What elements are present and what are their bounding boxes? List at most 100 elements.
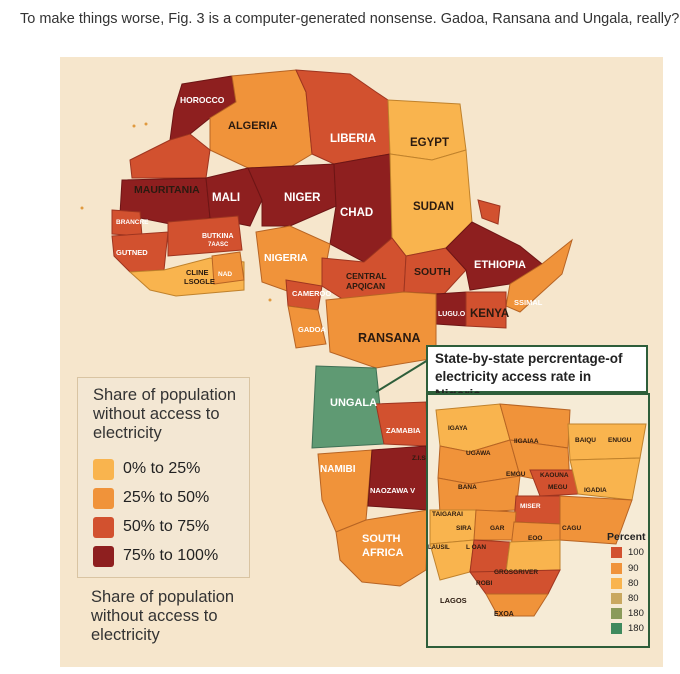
inset-label-iigaiaa: IIGAIAA (514, 438, 539, 445)
label-morocco: HOROCCO (180, 95, 225, 105)
label-liberia: LIBERIA (330, 133, 376, 145)
label-zis: Z.I.S (412, 455, 426, 462)
label-ransana: RANSANA (358, 331, 421, 345)
label-egypt: EGYPT (410, 137, 449, 149)
inset-label-baiqu: BAIQU (575, 437, 596, 444)
label-nad: NAD (218, 271, 232, 278)
island-dot (268, 298, 272, 302)
label-nigeria: NIGERIA (264, 252, 308, 264)
label-mali: MALI (212, 192, 240, 204)
region-kenya (465, 291, 507, 329)
island-dot (132, 124, 136, 128)
percent-swatch (611, 608, 622, 619)
percent-label: 100 (628, 547, 644, 558)
label-sudan: SUDAN (413, 201, 454, 213)
label-south: SOUTH (414, 266, 451, 278)
inset-label-kaouna: KAOUNA (540, 472, 569, 479)
inset-state-south (485, 593, 549, 617)
percent-swatch (611, 593, 622, 604)
legend-swatch (93, 487, 114, 509)
label-mauritania: MAURITANIA (134, 184, 200, 196)
inset-label-taigarai: TAIGARAI (432, 511, 463, 518)
inset-label-lausil: LAUSIL (428, 545, 450, 551)
inset-label-megu: MEGU (548, 484, 568, 491)
legend-label: 0% to 25% (123, 460, 201, 477)
label-chad: CHAD (340, 207, 373, 219)
label-gadoa: GADOA (298, 325, 327, 334)
inset-label-igadia: IGADIA (584, 487, 607, 494)
percent-label: 180 (628, 623, 644, 634)
inset-label-eoo: EOO (528, 535, 542, 542)
label-south-africa-2: AFRICA (362, 547, 404, 559)
label-kenya: KENYA (470, 308, 509, 320)
legend-swatch (93, 458, 114, 480)
inset-label-grosgriver: GROSGRIVER (494, 569, 538, 576)
label-lugu: LUGU.O (438, 311, 466, 318)
region-niger (247, 163, 337, 227)
legend-title-repeat: Share of population without access to el… (91, 588, 235, 644)
label-algeria: ALGERIA (228, 120, 278, 132)
percent-label: 80 (628, 578, 639, 589)
percent-swatch (611, 547, 622, 558)
label-apqican: APQICAN (346, 281, 385, 291)
region-mali (205, 167, 263, 227)
percent-swatch (611, 623, 622, 634)
legend-swatch (93, 516, 114, 538)
label-lsogle: LSOGLE (184, 277, 215, 286)
legend-label: 75% to 100% (123, 547, 219, 564)
label-cameroo: CAMEROO (292, 289, 331, 298)
percent-scale-item: 180 (611, 622, 644, 635)
label-butkina2: 7AASC (208, 242, 229, 248)
percent-scale-item: 90 (611, 562, 639, 575)
region-south (403, 247, 467, 295)
percent-scale-item: 80 (611, 577, 639, 590)
percent-label: 90 (628, 563, 639, 574)
inset-state-eoo (505, 539, 561, 573)
region-butkina (167, 215, 243, 257)
label-south-africa-1: SOUTH (362, 533, 401, 545)
label-namibi: NAMIBI (320, 464, 356, 475)
inset-label-gar: GAR (490, 525, 505, 532)
region-southafrica (335, 509, 429, 587)
inset-state-miser (513, 495, 561, 525)
legend-title: Share of population without access to el… (93, 386, 237, 442)
inset-label-sira: SIRA (456, 525, 472, 532)
percent-scale-item: 100 (611, 546, 644, 559)
percent-label: 180 (628, 608, 644, 619)
label-brancre: BRANCRE (116, 219, 149, 226)
label-central: CENTRAL (346, 271, 387, 281)
label-ssimal: SSIMAL (514, 298, 543, 307)
legend-label: 50% to 75% (123, 518, 210, 535)
percent-label: 80 (628, 593, 639, 604)
inset-label-oan: L OAN (466, 544, 486, 551)
label-cline: CLINE (186, 268, 209, 277)
inset-label-ugawa: UGAWA (466, 450, 491, 457)
region-eritrea (477, 199, 501, 225)
label-zamabia: ZAMABIA (386, 426, 421, 435)
legend-swatch (93, 545, 114, 567)
inset-label-emgu: EMGU (506, 471, 526, 478)
inset-state-bana (437, 475, 521, 515)
percent-swatch (611, 578, 622, 589)
figure-caption: To make things worse, Fig. 3 is a comput… (20, 11, 680, 27)
legend-item: 75% to 100% (93, 545, 218, 567)
inset-label-enugu: ENUGU (608, 437, 632, 444)
label-ethiopia: ETHIOPIA (474, 259, 526, 271)
legend-item: 0% to 25% (93, 458, 200, 480)
region-westsahara (129, 133, 211, 179)
inset-connector (375, 359, 429, 393)
label-gutned: GUTNED (116, 248, 148, 257)
percent-scale-item: 180 (611, 607, 644, 620)
inset-label-bana: BANA (458, 484, 477, 491)
legend-item: 25% to 50% (93, 487, 209, 509)
island-dot (80, 206, 84, 210)
inset-label-lagos: LAGOS (440, 596, 467, 605)
percent-scale-item: 80 (611, 592, 639, 605)
region-nad (211, 251, 245, 285)
inset-label-robi: ROBI (476, 580, 492, 587)
label-ungala: UNGALA (330, 397, 377, 409)
percent-swatch (611, 563, 622, 574)
label-niger: NIGER (284, 192, 321, 204)
